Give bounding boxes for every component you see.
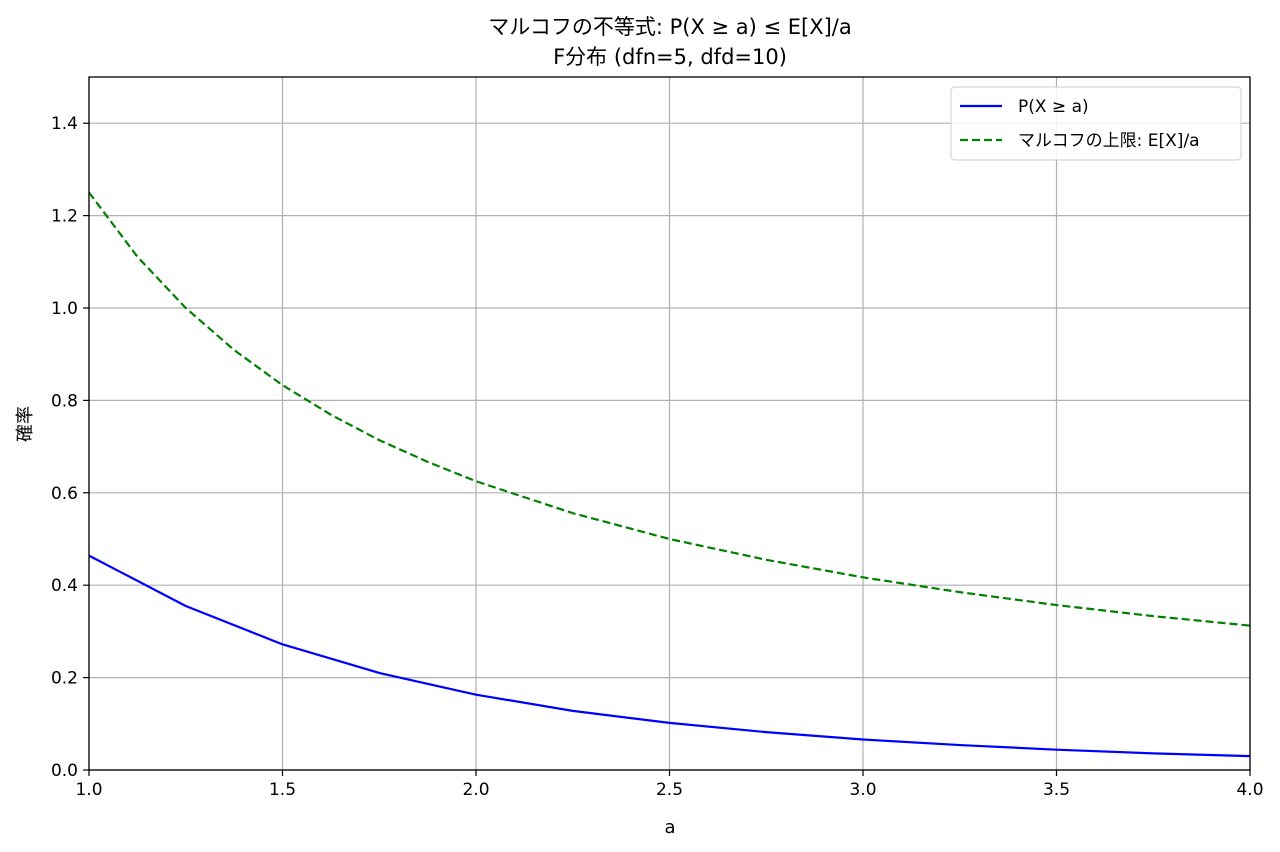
- series-line-probability: [88, 554, 1251, 758]
- series-layer: [88, 191, 1251, 758]
- y-tick-label-2: 0.4: [51, 576, 78, 596]
- chart-title: マルコフの不等式: P(X ≥ a) ≤ E[X]/a: [488, 15, 852, 39]
- x-tick-label-6: 4.0: [1236, 780, 1263, 800]
- x-tick-label-1: 1.5: [269, 780, 296, 800]
- legend-box: [950, 86, 1242, 161]
- legend-label-probability: P(X ≥ a): [1018, 97, 1089, 117]
- legend: P(X ≥ a) マルコフの上限: E[X]/a: [950, 86, 1242, 161]
- x-tick-label-4: 3.0: [849, 780, 876, 800]
- y-tick-label-4: 0.8: [51, 391, 78, 411]
- legend-label-markov-bound: マルコフの上限: E[X]/a: [1018, 131, 1200, 151]
- y-tick-label-7: 1.4: [51, 114, 78, 134]
- x-tick-label-2: 2.0: [462, 780, 489, 800]
- chart-subtitle: F分布 (dfn=5, dfd=10): [553, 45, 787, 69]
- series-line-markov-bound: [88, 191, 1251, 627]
- y-axis-ticks: 0.0 0.2 0.4 0.6 0.8 1.0 1.2 1.4: [51, 114, 89, 781]
- x-axis-ticks: 1.0 1.5 2.0 2.5 3.0 3.5 4.0: [75, 770, 1264, 800]
- y-tick-label-3: 0.6: [51, 484, 78, 504]
- x-tick-label-5: 3.5: [1043, 780, 1070, 800]
- y-tick-label-6: 1.2: [51, 207, 78, 227]
- x-tick-label-3: 2.5: [656, 780, 683, 800]
- y-tick-label-1: 0.2: [51, 669, 78, 689]
- x-tick-label-0: 1.0: [75, 780, 102, 800]
- x-axis-label: a: [664, 817, 675, 838]
- y-tick-label-5: 1.0: [51, 299, 78, 319]
- y-axis-label: 確率: [15, 406, 36, 442]
- y-tick-label-0: 0.0: [51, 761, 78, 781]
